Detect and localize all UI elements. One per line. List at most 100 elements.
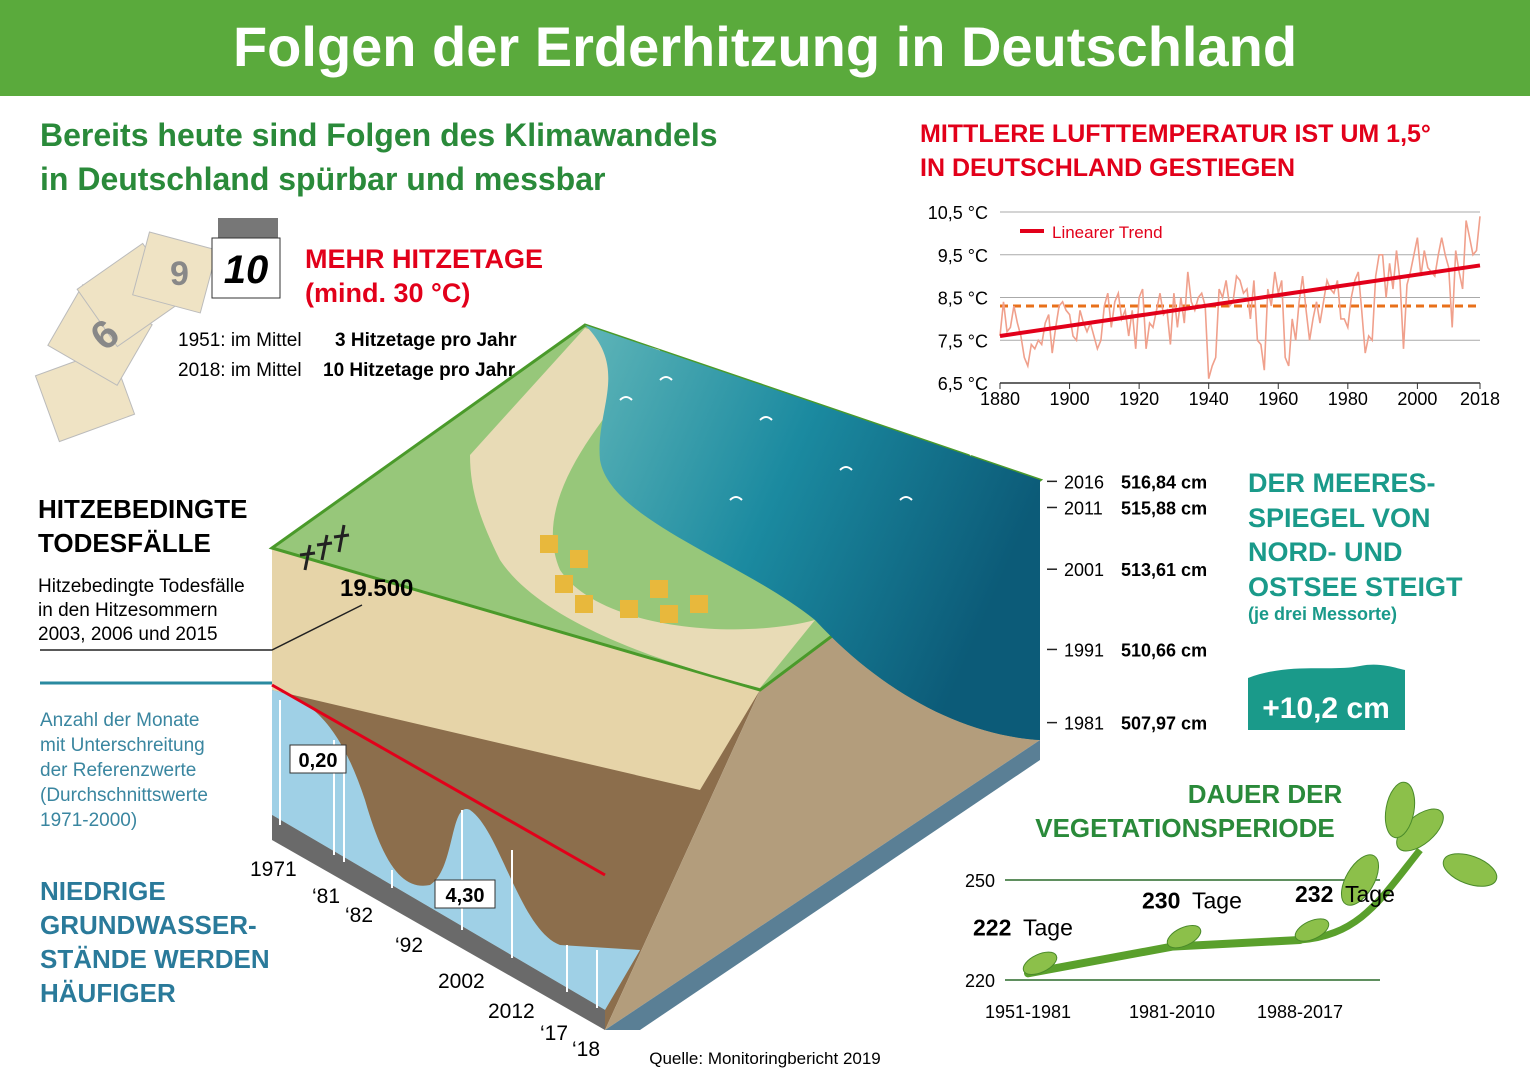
value-unit: Tage — [1192, 888, 1242, 914]
header-title: Folgen der Erderhitzung in Deutschland — [233, 15, 1297, 78]
sea-value: 507,97 cm — [1121, 714, 1207, 734]
note-line: Anzahl der Monate — [40, 710, 200, 731]
x-tick-label: 2018 — [1460, 389, 1500, 409]
header-bar — [0, 0, 1530, 96]
sea-year: 2016 — [1064, 472, 1104, 492]
calendar-top — [218, 218, 278, 238]
leaf — [1442, 853, 1498, 887]
intro: Bereits heute sind Folgen des Klimawande… — [40, 117, 718, 153]
value-label: 230 — [1142, 888, 1180, 914]
x-tick-label: 1920 — [1119, 389, 1159, 409]
x-tick-label: 2000 — [1397, 389, 1437, 409]
deaths-title: HITZEBEDINGTE — [38, 494, 247, 524]
heat-row-label: 2018: im Mittel — [178, 360, 302, 381]
y-tick-label: 220 — [965, 971, 995, 991]
value-label: 222 — [973, 914, 1011, 940]
veg-title: DAUER DER — [1188, 779, 1343, 809]
year-label: ‘17 — [540, 1022, 568, 1045]
calendar-page — [211, 237, 281, 299]
groundwater-note: Anzahl der Monate mit Unterschreitung de… — [40, 710, 208, 831]
callout: 0,20 — [299, 750, 338, 772]
x-tick-label: 1951-1981 — [985, 1002, 1071, 1022]
y-tick-label: 250 — [965, 871, 995, 891]
y-tick-label: 9,5 °C — [938, 246, 988, 266]
x-tick-label: 1981-2010 — [1129, 1002, 1215, 1022]
deaths-text: Hitzebedingte Todesfälle — [38, 576, 245, 597]
chart-title: IN DEUTSCHLAND GESTIEGEN — [920, 154, 1295, 182]
calendar-page-number: 9 — [170, 255, 189, 293]
leaf — [1384, 781, 1416, 839]
year-label: 2002 — [438, 970, 485, 993]
year-label: ‘18 — [572, 1038, 600, 1061]
year-label: 2012 — [488, 1000, 535, 1023]
deaths-title: TODESFÄLLE — [38, 528, 211, 558]
heat-row-value: 3 Hitzetage pro Jahr — [335, 330, 517, 351]
note-line: mit Unterschreitung — [40, 735, 205, 756]
title-line: DER MEERES- — [1248, 468, 1436, 498]
year-label: ‘82 — [345, 904, 373, 927]
y-tick-label: 10,5 °C — [928, 203, 988, 223]
y-tick-label: 7,5 °C — [938, 331, 988, 351]
temperature-line — [999, 216, 1481, 379]
sea-value: 516,84 cm — [1121, 472, 1207, 492]
change-badge — [1248, 664, 1405, 730]
deaths-count: 19.500 — [340, 575, 413, 602]
heat-title: (mind. 30 °C) — [305, 278, 470, 308]
title-line: HÄUFIGER — [40, 978, 176, 1008]
source: Quelle: Monitoringbericht 2019 — [649, 1049, 881, 1068]
note-line: (Durchschnittswerte — [40, 785, 208, 806]
sea-change: +10,2 cm — [1262, 692, 1390, 725]
y-tick-label: 8,5 °C — [938, 289, 988, 309]
callout: 4,30 — [446, 885, 485, 907]
value-unit: Tage — [1023, 914, 1073, 940]
x-tick-label: 1988-2017 — [1257, 1002, 1343, 1022]
sea-value: 515,88 cm — [1121, 498, 1207, 518]
leaf-point — [1294, 918, 1330, 942]
sea-value: 510,66 cm — [1121, 640, 1207, 660]
x-tick-label: 1960 — [1258, 389, 1298, 409]
x-tick-label: 1940 — [1189, 389, 1229, 409]
title-line: NIEDRIGE — [40, 876, 166, 906]
year-label: 1971 — [250, 858, 297, 881]
heat-row-value: 10 Hitzetage pro Jahr — [323, 360, 516, 381]
chart-title: MITTLERE LUFTTEMPERATUR IST UM 1,5° — [920, 120, 1431, 148]
leaf — [1340, 854, 1380, 906]
title-line: STÄNDE WERDEN — [40, 944, 270, 974]
sea-value: 513,61 cm — [1121, 560, 1207, 580]
pointer-line — [40, 604, 363, 651]
groundwater-title: NIEDRIGE GRUNDWASSER- STÄNDE WERDEN HÄUF… — [40, 876, 270, 1008]
sea-year: 1981 — [1064, 714, 1104, 734]
calendar-day: 10 — [224, 248, 269, 292]
note-line: der Referenzwerte — [40, 760, 196, 781]
title-line: SPIEGEL VON — [1248, 503, 1431, 533]
sea-subtitle: (je drei Messorte) — [1248, 604, 1397, 624]
legend-label: Linearer Trend — [1052, 223, 1163, 242]
leaf-point — [1022, 951, 1058, 975]
callout-box — [289, 744, 347, 774]
calendar-pages — [34, 231, 218, 443]
intro: in Deutschland spürbar und messbar — [40, 161, 605, 197]
sea-year: 2001 — [1064, 560, 1104, 580]
deaths-text: in den Hitzesommern — [38, 600, 218, 621]
trend-line — [999, 263, 1481, 338]
sea-year: 2011 — [1064, 498, 1103, 518]
sea-year: 1991 — [1064, 640, 1104, 660]
value-label: 232 — [1295, 881, 1333, 907]
value-unit: Tage — [1345, 881, 1395, 907]
y-tick-label: 6,5 °C — [938, 374, 988, 394]
title-line: NORD- UND — [1248, 537, 1403, 567]
year-label: ‘92 — [395, 934, 423, 957]
heat-title: MEHR HITZETAGE — [305, 244, 543, 274]
title-line: GRUNDWASSER- — [40, 910, 257, 940]
note-line: 1971-2000) — [40, 810, 137, 831]
x-tick-label: 1900 — [1050, 389, 1090, 409]
sea-title: DER MEERES- SPIEGEL VON NORD- UND OSTSEE… — [1248, 468, 1463, 602]
veg-title: VEGETATIONSPERIODE — [1035, 813, 1335, 843]
heat-row-label: 1951: im Mittel — [178, 330, 302, 351]
title-line: OSTSEE STEIGT — [1248, 572, 1463, 602]
deaths-text: 2003, 2006 und 2015 — [38, 624, 218, 645]
block-diagram — [268, 323, 1044, 1030]
leaf-point — [1166, 925, 1202, 949]
year-label: ‘81 — [312, 885, 340, 908]
